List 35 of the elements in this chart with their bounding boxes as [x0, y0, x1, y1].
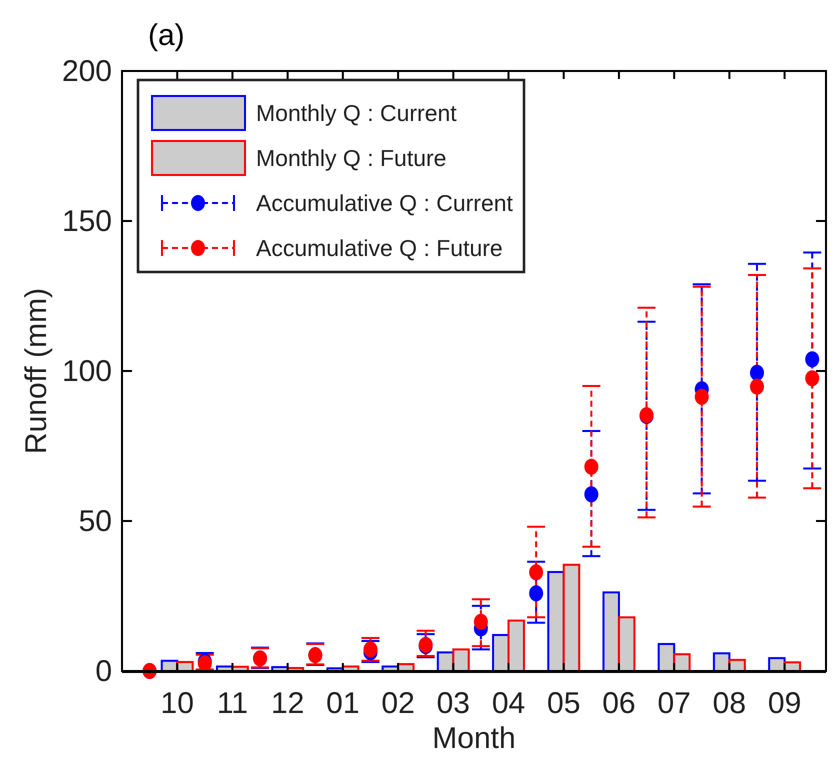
point: [584, 458, 598, 475]
point: [694, 388, 709, 405]
point: [529, 585, 544, 602]
y-tick-label: 100: [62, 355, 112, 388]
legend-label: Monthly Q : Current: [256, 100, 458, 126]
point: [750, 364, 764, 381]
x-tick-label: 01: [326, 687, 360, 720]
x-axis-title: Month: [432, 722, 516, 755]
x-tick-label: 10: [160, 687, 194, 720]
x-tick-label: 02: [381, 687, 415, 720]
point: [805, 351, 820, 368]
y-tick-label: 0: [95, 655, 112, 688]
y-axis-title: Runoff (mm): [20, 288, 53, 454]
x-tick-label: 07: [657, 687, 691, 720]
x-tick-label: 05: [547, 687, 580, 720]
point: [529, 564, 544, 580]
x-tick-label: 03: [436, 687, 470, 720]
point: [750, 378, 764, 395]
y-tick-label: 150: [62, 205, 112, 238]
point: [363, 641, 378, 658]
point: [474, 614, 488, 630]
x-tick-label: 12: [270, 687, 304, 720]
legend-label: Accumulative Q : Current: [256, 190, 514, 216]
chart-title: (a): [148, 19, 185, 52]
point: [584, 486, 598, 502]
y-tick-label: 50: [78, 505, 112, 538]
point: [805, 370, 820, 386]
y-tick-label: 200: [62, 55, 112, 88]
x-tick-label: 09: [768, 687, 802, 720]
x-tick-label: 04: [492, 687, 526, 720]
legend-label: Accumulative Q : Future: [256, 235, 503, 261]
x-tick-label: 06: [602, 687, 636, 720]
legend-label: Monthly Q : Future: [256, 145, 446, 171]
x-tick-label: 11: [216, 687, 248, 720]
x-tick-label: 08: [712, 687, 746, 720]
